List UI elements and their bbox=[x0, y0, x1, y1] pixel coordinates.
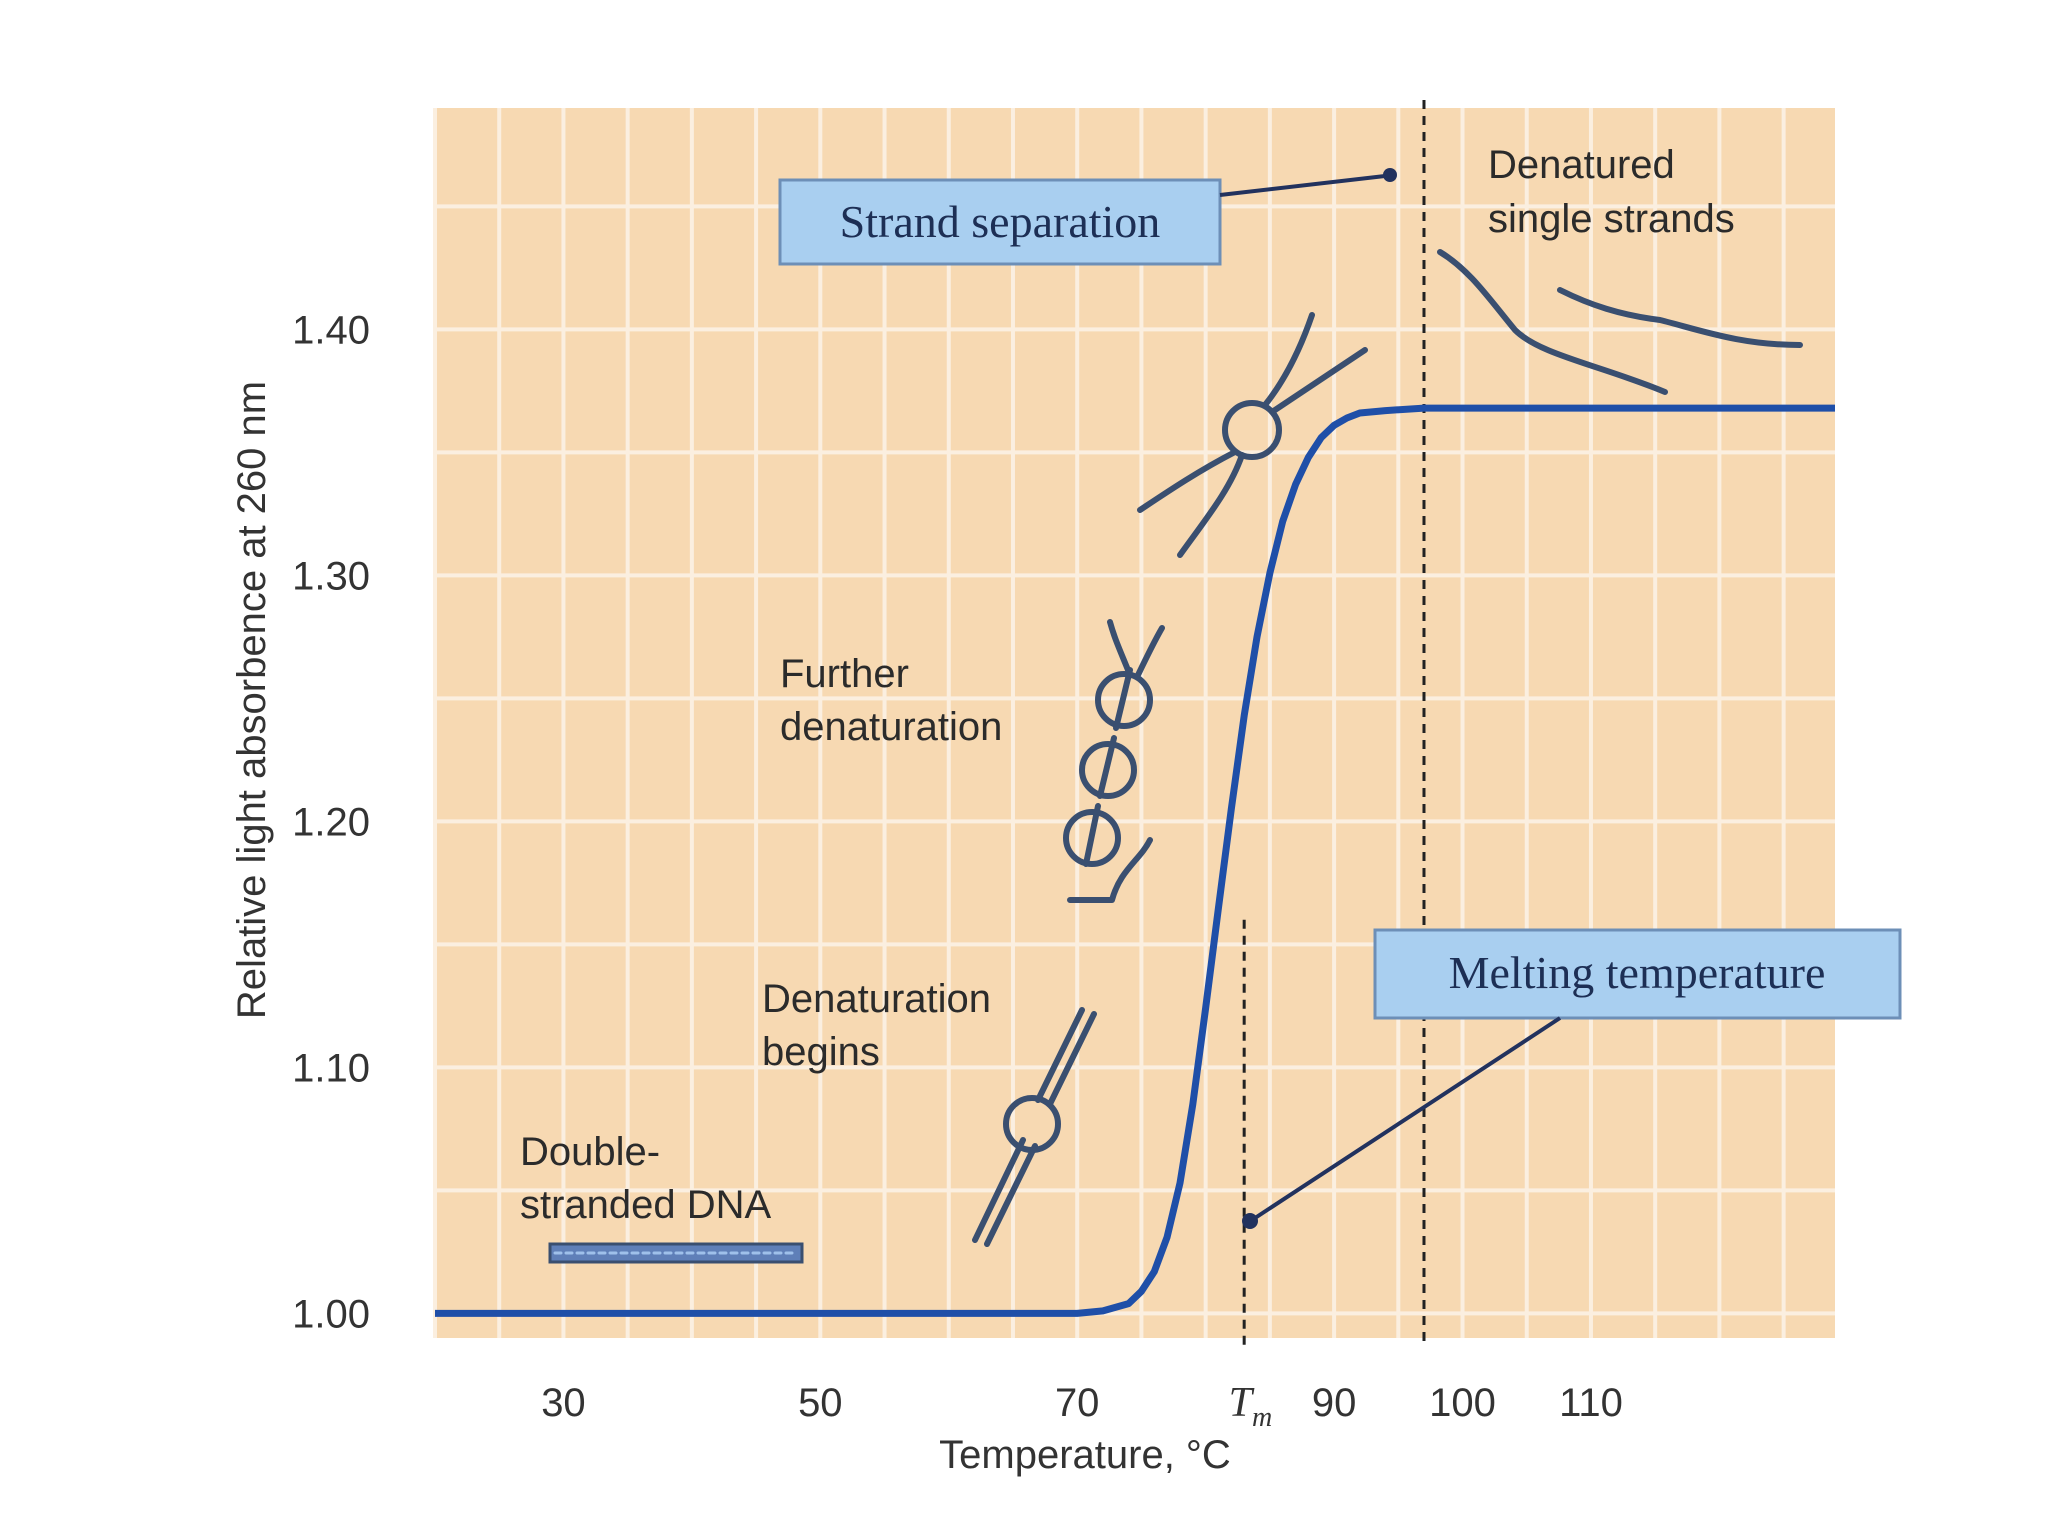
y-tick-label: 1.00 bbox=[292, 1292, 370, 1336]
y-tick-label: 1.10 bbox=[292, 1046, 370, 1090]
y-tick-label: 1.30 bbox=[292, 554, 370, 598]
dna-separating-strands-icon bbox=[1137, 312, 1368, 558]
x-tick-label: 110 bbox=[1559, 1381, 1623, 1425]
dna-bubble-begins-icon bbox=[972, 1007, 1097, 1247]
x-tick-label: 50 bbox=[798, 1381, 843, 1425]
x-tick-label: 100 bbox=[1429, 1381, 1496, 1425]
melting-temperature-pointer bbox=[1250, 1016, 1562, 1222]
melting-temperature-label: Melting temperature bbox=[1449, 947, 1826, 998]
strand-separation-pointer-dot bbox=[1383, 168, 1397, 182]
strand-separation-box bbox=[778, 178, 1222, 266]
x-tick-label: 70 bbox=[1055, 1381, 1100, 1425]
y-tick-label: 1.40 bbox=[292, 308, 370, 352]
denaturation-begins-label-line2: begins bbox=[762, 1030, 880, 1074]
double-stranded-label-line2: stranded DNA bbox=[520, 1183, 772, 1227]
strand-separation-pointer bbox=[1219, 174, 1386, 197]
curve-layer bbox=[435, 404, 1835, 1317]
tm-symbol: Tm bbox=[1229, 1380, 1273, 1433]
strand-separation-callout: Strand separation bbox=[778, 168, 1397, 266]
denatured-single-strands-icon bbox=[1437, 249, 1803, 395]
melting-temperature-pointer-dot bbox=[1242, 1213, 1258, 1229]
denatured-single-strands-label-line2: single strands bbox=[1488, 197, 1735, 241]
further-denaturation-label-line1: Further bbox=[780, 652, 909, 696]
y-axis-title: Relative light absorbence at 260 nm bbox=[230, 381, 274, 1019]
melting-temperature-box bbox=[1373, 928, 1902, 1020]
x-tick-label: 90 bbox=[1312, 1381, 1357, 1425]
dna-bubble-further-icon bbox=[1063, 619, 1165, 903]
denaturation-begins-label-line1: Denaturation bbox=[762, 977, 991, 1021]
tm-tick-label: Tm bbox=[1229, 1380, 1273, 1433]
x-axis-title: Temperature, °C bbox=[939, 1433, 1231, 1477]
x-tick-label: 30 bbox=[541, 1381, 586, 1425]
double-stranded-label-line1: Double- bbox=[520, 1130, 660, 1174]
further-denaturation-label-line2: denaturation bbox=[780, 705, 1002, 749]
strand-separation-label: Strand separation bbox=[840, 196, 1161, 247]
dna-illustrations bbox=[548, 249, 1803, 1264]
y-tick-label: 1.20 bbox=[292, 800, 370, 844]
denatured-single-strands-label-line1: Denatured bbox=[1488, 143, 1675, 187]
melting-temperature-callout: Melting temperature bbox=[1242, 928, 1902, 1229]
tm-subscript: m bbox=[1252, 1402, 1272, 1433]
axes-layer: 30 50 70 90 100 110 1.00 1.10 1.20 1.30 1.40 bbox=[292, 308, 1623, 1425]
melting-curve-line bbox=[435, 404, 1835, 1317]
tm-letter: T bbox=[1229, 1380, 1255, 1426]
double-stranded-dna-icon bbox=[548, 1242, 804, 1264]
reference-lines-layer bbox=[1242, 100, 1426, 1348]
